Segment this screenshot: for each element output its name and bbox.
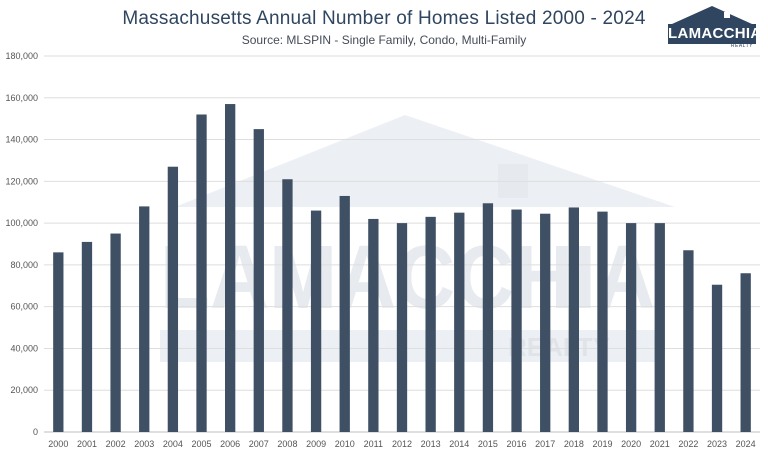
bar-2022 xyxy=(683,250,694,432)
bar-2006 xyxy=(225,104,236,433)
x-tick-label: 2000 xyxy=(48,439,68,449)
bar-2021 xyxy=(654,223,665,432)
x-tick-label: 2005 xyxy=(192,439,212,449)
x-tick-label: 2019 xyxy=(592,439,612,449)
y-tick-label: 140,000 xyxy=(5,135,38,145)
y-tick-label: 80,000 xyxy=(10,260,38,270)
company-logo: LAMACCHIA REALTY xyxy=(668,5,762,51)
y-tick-label: 40,000 xyxy=(10,343,38,353)
y-axis: 0 20,000 40,000 60,000 80,000 100,000 120,000 1… xyxy=(5,51,38,437)
bar-2018 xyxy=(568,207,579,432)
watermark-roof xyxy=(175,115,675,207)
x-tick-label: 2017 xyxy=(535,439,555,449)
bar-2009 xyxy=(310,210,322,432)
x-tick-label: 2020 xyxy=(621,439,641,449)
x-tick-label: 2001 xyxy=(77,439,97,449)
x-axis: 2000 2001 2002 2003 2004 2005 2006 2007 2008 2009… xyxy=(48,439,755,449)
x-tick-label: 2009 xyxy=(306,439,326,449)
logo-roof-icon xyxy=(672,6,752,24)
x-tick-label: 2008 xyxy=(277,439,297,449)
bar-2008 xyxy=(282,179,293,432)
bar-2011 xyxy=(368,218,379,432)
y-tick-label: 20,000 xyxy=(10,385,38,395)
bars xyxy=(53,104,751,433)
bar-2013 xyxy=(425,216,436,432)
y-tick-label: 60,000 xyxy=(10,302,38,312)
x-tick-label: 2015 xyxy=(478,439,498,449)
x-tick-label: 2024 xyxy=(736,439,756,449)
x-tick-label: 2018 xyxy=(564,439,584,449)
chart-subtitle: Source: MLSPIN - Single Family, Condo, M… xyxy=(241,33,527,47)
x-tick-label: 2004 xyxy=(163,439,183,449)
bar-2015 xyxy=(482,203,494,432)
bar-2010 xyxy=(339,195,350,432)
watermark-subtext: REALTY xyxy=(508,332,610,362)
y-tick-label: 0 xyxy=(33,427,38,437)
logo-subtext: REALTY xyxy=(730,43,753,49)
bar-2007 xyxy=(253,129,264,432)
bar-2019 xyxy=(597,211,608,432)
x-tick-label: 2021 xyxy=(650,439,670,449)
bar-2012 xyxy=(396,223,408,432)
x-tick-label: 2016 xyxy=(507,439,527,449)
y-tick-label: 120,000 xyxy=(5,176,38,186)
chart-title: Massachusetts Annual Number of Homes Lis… xyxy=(122,8,646,29)
bar-2017 xyxy=(540,213,551,432)
bar-2023 xyxy=(711,284,723,432)
x-tick-label: 2023 xyxy=(707,439,727,449)
y-tick-label: 100,000 xyxy=(5,218,38,228)
x-tick-label: 2007 xyxy=(249,439,269,449)
bar-2005 xyxy=(196,114,207,432)
bar-2002 xyxy=(110,233,121,432)
bar-2004 xyxy=(167,166,179,432)
y-tick-label: 160,000 xyxy=(5,93,38,103)
x-tick-label: 2011 xyxy=(364,439,383,449)
bar-2001 xyxy=(81,241,93,432)
x-tick-label: 2013 xyxy=(421,439,441,449)
bar-2014 xyxy=(454,212,465,432)
bar-2024 xyxy=(740,273,751,432)
bar-2000 xyxy=(53,252,64,432)
x-tick-label: 2022 xyxy=(678,439,698,449)
bar-2003 xyxy=(139,206,150,432)
bar-2020 xyxy=(625,223,637,432)
x-tick-label: 2014 xyxy=(449,439,469,449)
x-tick-label: 2003 xyxy=(134,439,154,449)
x-tick-label: 2006 xyxy=(220,439,240,449)
bar-2016 xyxy=(511,209,522,432)
x-tick-label: 2010 xyxy=(335,439,355,449)
logo-text: LAMACCHIA xyxy=(668,24,762,44)
x-tick-label: 2002 xyxy=(106,439,126,449)
x-tick-label: 2012 xyxy=(392,439,412,449)
y-tick-label: 180,000 xyxy=(5,51,38,61)
